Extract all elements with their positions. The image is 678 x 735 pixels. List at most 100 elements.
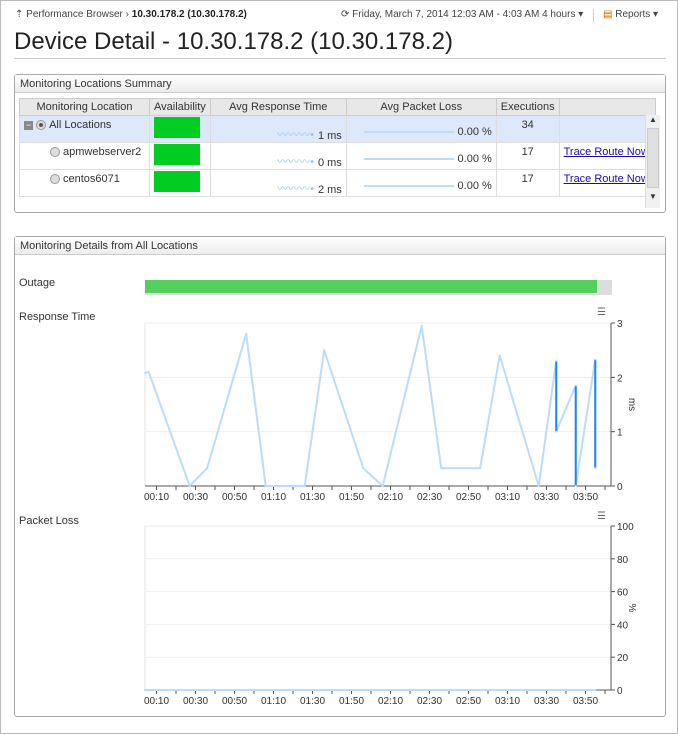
data-point xyxy=(323,349,326,352)
executions: 17 xyxy=(495,142,560,170)
reports-label: Reports xyxy=(615,9,651,20)
location-name: All Locations xyxy=(49,119,112,131)
x-tick-label: 02:10 xyxy=(378,492,403,503)
location-name: apmwebserver2 xyxy=(63,146,142,158)
radio[interactable] xyxy=(50,147,60,158)
y-tick-label: 100 xyxy=(617,522,634,533)
location-name: centos6071 xyxy=(63,173,120,185)
radio-selected[interactable] xyxy=(36,120,47,131)
chart-menu-icon[interactable]: ☰ xyxy=(597,307,606,318)
x-tick-label: 00:50 xyxy=(222,492,247,503)
x-tick-label: 01:30 xyxy=(300,696,325,707)
x-tick-label: 00:10 xyxy=(144,492,169,503)
x-tick-label: 02:10 xyxy=(378,696,403,707)
summary-panel: Monitoring Locations Summary Monitoring … xyxy=(14,74,666,213)
outage-label: Outage xyxy=(19,277,56,289)
y-axis-label: % xyxy=(626,604,637,613)
executions: 17 xyxy=(495,169,560,197)
radio[interactable] xyxy=(50,174,60,185)
y-tick-label: 20 xyxy=(617,653,629,664)
response-sparkline: 〰〰〰• 2 ms xyxy=(277,183,342,196)
loss-value: 0.00 % xyxy=(457,180,492,192)
x-tick-label: 02:30 xyxy=(417,696,442,707)
time-range-selector[interactable]: ⟳ Friday, March 7, 2014 12:03 AM - 4:03 … xyxy=(341,9,583,20)
data-point xyxy=(420,324,423,327)
response-time-chart: 0 1 2 3 ms 00:10 00:30 00:50 01:10 01:30 01:50 02:1… xyxy=(143,319,637,503)
col-location[interactable]: Monitoring Location xyxy=(19,98,150,116)
response-time-label: Response Time xyxy=(19,311,96,323)
y-tick-label: 2 xyxy=(617,373,623,384)
data-point xyxy=(147,370,150,373)
x-tick-label: 01:50 xyxy=(339,696,364,707)
loss-value: 0.00 % xyxy=(457,153,492,165)
data-point xyxy=(555,430,558,433)
time-range-duration: 4 hours xyxy=(542,9,576,20)
breadcrumb-current: 10.30.178.2 (10.30.178.2) xyxy=(131,9,247,20)
x-tick-label: 03:10 xyxy=(495,492,520,503)
data-point xyxy=(264,485,267,487)
chart-menu-icon[interactable]: ☰ xyxy=(597,511,606,522)
y-tick-label: 80 xyxy=(617,555,629,566)
plot-area xyxy=(144,525,612,691)
x-tick-label: 02:50 xyxy=(456,696,481,707)
availability-bar xyxy=(154,117,200,138)
report-icon: ▤ xyxy=(603,9,613,20)
scrollbar[interactable]: ▲ ▼ xyxy=(645,115,660,208)
x-tick-label: 02:50 xyxy=(456,492,481,503)
data-point xyxy=(381,485,384,487)
x-tick-label: 03:30 xyxy=(534,696,559,707)
scroll-up-icon[interactable]: ▲ xyxy=(649,115,657,124)
col-response[interactable]: Avg Response Time xyxy=(209,98,347,116)
data-point xyxy=(594,358,597,361)
loss-sparkline: 0.00 % xyxy=(351,170,492,192)
y-tick-label: 0 xyxy=(617,686,623,697)
breadcrumb-parent[interactable]: Performance Browser xyxy=(26,9,123,20)
response-sparkline: 〰〰〰• 1 ms xyxy=(277,129,342,142)
trace-route-link[interactable]: Trace Route Now xyxy=(563,173,649,185)
y-tick-label: 3 xyxy=(617,319,623,330)
scroll-thumb[interactable] xyxy=(647,128,659,188)
y-tick-label: 40 xyxy=(617,620,629,631)
availability-bar xyxy=(154,171,200,192)
scroll-down-icon[interactable]: ▼ xyxy=(649,192,657,201)
data-point xyxy=(143,371,146,374)
data-point xyxy=(245,332,248,335)
response-value: 1 ms xyxy=(317,130,342,142)
data-point xyxy=(303,485,306,487)
y-tick-label: 1 xyxy=(617,428,623,439)
outage-bar xyxy=(145,280,597,293)
x-tick-label: 03:30 xyxy=(534,492,559,503)
page-title: Device Detail - 10.30.178.2 (10.30.178.2… xyxy=(14,28,453,55)
data-point xyxy=(498,354,501,357)
col-availability[interactable]: Availability xyxy=(149,98,211,116)
plot-area xyxy=(144,322,612,487)
reports-button[interactable]: ▤ Reports ▾ xyxy=(603,9,658,20)
y-axis-label: ms xyxy=(626,398,637,411)
time-range-label: Friday, March 7, 2014 12:03 AM - 4:03 AM xyxy=(352,9,540,20)
data-point xyxy=(362,467,365,470)
table-row[interactable]: centos6071 〰〰〰• 2 ms 0.00 % 17 Trace Rout… xyxy=(19,169,656,197)
trace-route-link[interactable]: Trace Route Now xyxy=(563,146,649,158)
clock-icon: ⟳ xyxy=(341,9,353,20)
loss-value: 0.00 % xyxy=(457,126,492,138)
data-point xyxy=(206,467,209,470)
x-tick-label: 01:10 xyxy=(261,696,286,707)
x-tick-label: 03:50 xyxy=(573,492,598,503)
col-executions[interactable]: Executions xyxy=(495,98,560,116)
y-tick-label: 0 xyxy=(617,482,623,493)
x-tick-label: 01:30 xyxy=(300,492,325,503)
packet-loss-chart: 0 20 40 60 80 100% 00:10 00:30 00:50 01:10 01:30 01… xyxy=(143,522,637,707)
data-point xyxy=(479,467,482,470)
x-tick-label: 00:30 xyxy=(183,492,208,503)
data-point xyxy=(143,689,146,691)
data-point xyxy=(594,467,597,470)
loss-sparkline: 0.00 % xyxy=(351,116,492,138)
summary-title: Monitoring Locations Summary xyxy=(15,75,665,93)
x-tick-label: 01:50 xyxy=(339,492,364,503)
table-row[interactable]: − All Locations 〰〰〰• 1 ms 0.00 % 34 xyxy=(19,115,656,143)
collapse-icon[interactable]: − xyxy=(24,120,33,130)
x-tick-label: 01:10 xyxy=(261,492,286,503)
data-point xyxy=(594,689,597,691)
data-point xyxy=(555,360,558,363)
